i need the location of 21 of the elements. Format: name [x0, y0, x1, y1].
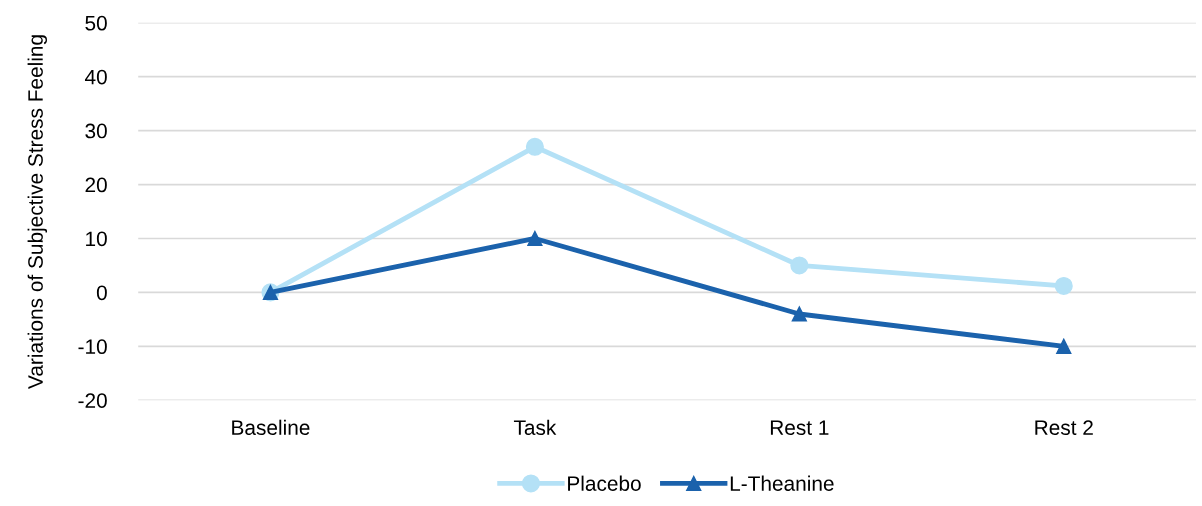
y-tick-label: -20 — [78, 393, 107, 408]
y-tick-label: 10 — [86, 231, 107, 247]
point — [1054, 276, 1073, 295]
point — [525, 137, 544, 156]
y-axis-title: Variations of Subjective Stress Feeling — [27, 35, 48, 389]
y-tick-label: 20 — [85, 177, 107, 193]
point — [790, 256, 809, 275]
x-tick-label: Rest 1 — [770, 420, 829, 435]
y-tick-label: 30 — [85, 123, 107, 139]
point — [527, 230, 543, 247]
point — [791, 306, 807, 322]
y-tick-label: 0 — [96, 285, 107, 301]
y-tick-label: 40 — [84, 69, 107, 85]
x-tick-label: Task — [513, 419, 557, 435]
legend-label: L-Theanine — [730, 475, 834, 491]
y-tick-label: -10 — [78, 339, 107, 355]
point — [1056, 338, 1072, 354]
x-tick-label: Rest 2 — [1035, 420, 1093, 435]
y-tick-label: 50 — [85, 15, 107, 31]
legend-label: Placebo — [568, 475, 641, 491]
x-tick-label: Baseline — [232, 419, 310, 435]
